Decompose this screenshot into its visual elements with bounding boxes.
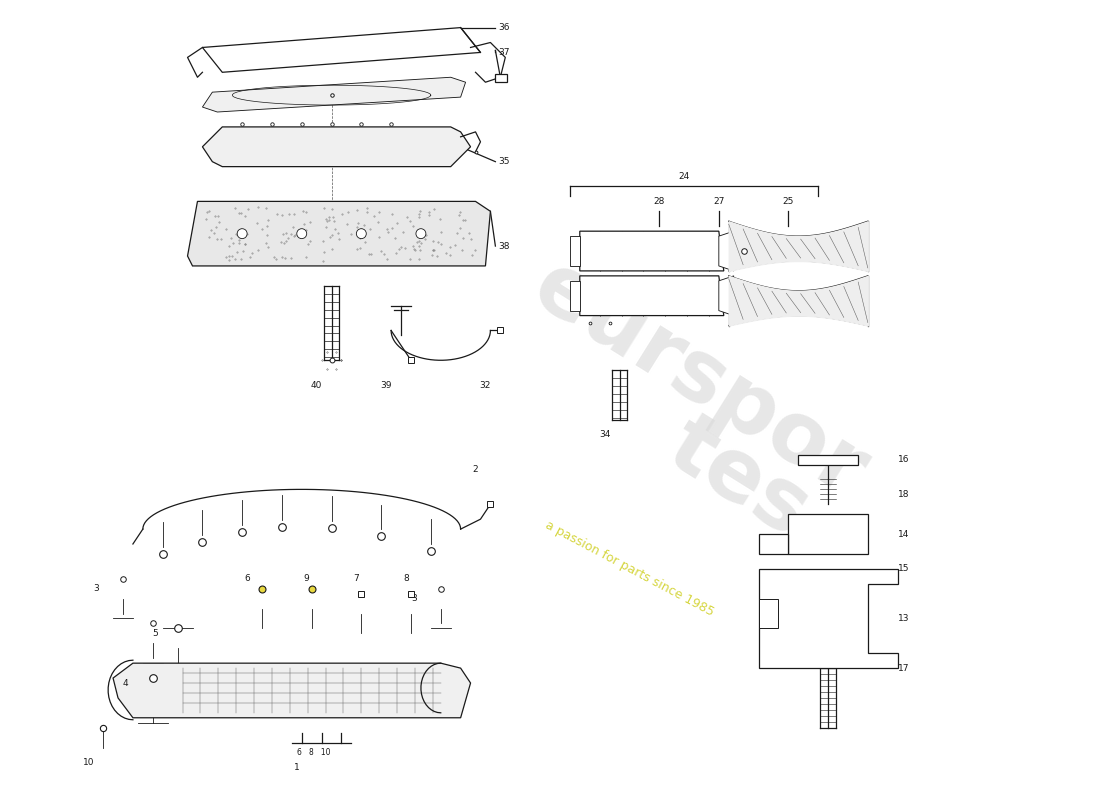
Polygon shape (202, 127, 471, 166)
Text: 36: 36 (498, 23, 510, 32)
Text: 16: 16 (898, 455, 909, 464)
Text: 10: 10 (82, 758, 94, 767)
Text: 13: 13 (898, 614, 909, 623)
Polygon shape (570, 281, 580, 310)
Polygon shape (580, 276, 724, 315)
Text: tes: tes (652, 404, 825, 554)
Text: 35: 35 (498, 157, 510, 166)
Circle shape (297, 229, 307, 238)
Polygon shape (113, 663, 471, 718)
Text: eurspor: eurspor (517, 245, 881, 515)
Text: 32: 32 (480, 381, 491, 390)
Text: a passion for parts since 1985: a passion for parts since 1985 (543, 518, 716, 619)
Polygon shape (759, 598, 779, 629)
Text: 15: 15 (898, 564, 909, 574)
Text: 14: 14 (898, 530, 909, 538)
Text: 6: 6 (244, 574, 250, 583)
Text: 37: 37 (498, 48, 510, 57)
Text: 24: 24 (679, 172, 690, 181)
Polygon shape (202, 78, 465, 112)
Text: 28: 28 (653, 197, 664, 206)
FancyBboxPatch shape (789, 514, 868, 554)
Circle shape (238, 229, 248, 238)
Polygon shape (799, 454, 858, 465)
Text: 27: 27 (713, 197, 725, 206)
Text: 3: 3 (94, 584, 99, 593)
Text: 40: 40 (311, 381, 322, 390)
Circle shape (416, 229, 426, 238)
Text: 3: 3 (411, 594, 417, 603)
Text: 8: 8 (403, 574, 409, 583)
Text: 34: 34 (598, 430, 611, 439)
Circle shape (356, 229, 366, 238)
Polygon shape (580, 231, 724, 271)
Polygon shape (187, 202, 491, 266)
Polygon shape (718, 231, 734, 271)
Polygon shape (202, 28, 481, 72)
Text: 38: 38 (498, 242, 510, 250)
Text: 39: 39 (381, 381, 392, 390)
Text: 18: 18 (898, 490, 909, 499)
Text: 4: 4 (122, 678, 128, 687)
Text: 1: 1 (294, 763, 299, 772)
Polygon shape (759, 534, 789, 554)
Text: 5: 5 (152, 629, 157, 638)
Polygon shape (759, 569, 898, 668)
Text: 6   8   10: 6 8 10 (297, 748, 330, 757)
Text: 2: 2 (473, 465, 478, 474)
FancyBboxPatch shape (495, 74, 507, 82)
Text: 17: 17 (898, 664, 909, 673)
Polygon shape (570, 236, 580, 266)
Text: 25: 25 (782, 197, 794, 206)
Text: 9: 9 (304, 574, 309, 583)
Polygon shape (718, 276, 734, 315)
Text: 7: 7 (353, 574, 360, 583)
